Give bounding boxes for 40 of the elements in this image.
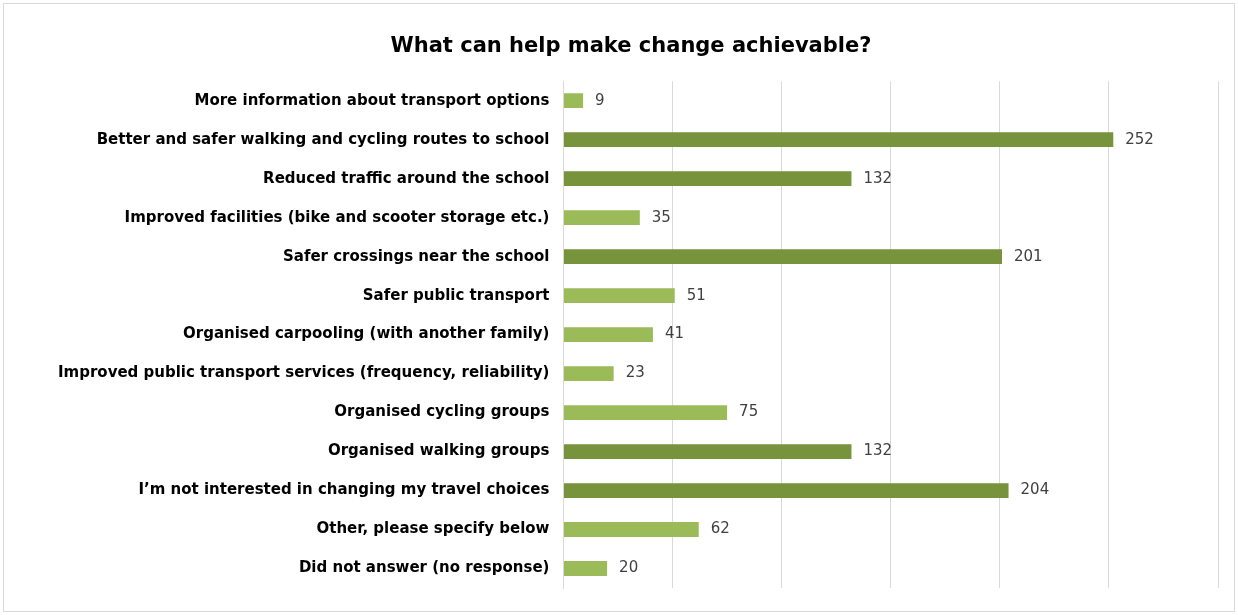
data-label: 51 (686, 285, 706, 304)
y-tick-label: I’m not interested in changing my travel choices (138, 480, 550, 499)
bar (563, 288, 675, 304)
y-tick-label: Reduced traffic around the school (263, 168, 550, 187)
data-label: 252 (1125, 129, 1154, 148)
data-label: 132 (863, 441, 893, 460)
bar (563, 327, 653, 343)
bar (563, 522, 699, 537)
data-label: 9 (595, 90, 605, 109)
bar (563, 93, 584, 109)
y-tick-label: Organised carpooling (with another family) (183, 324, 550, 343)
bar (563, 210, 640, 226)
y-tick-label: Improved public transport services (frequency, reliability) (57, 363, 550, 382)
y-tick-label: Did not answer (no response) (298, 558, 550, 577)
data-label: 62 (710, 519, 730, 538)
y-tick-label: Improved facilities (bike and scooter storage etc.) (124, 207, 550, 226)
y-tick-label: Organised cycling groups (334, 402, 550, 421)
y-tick-label: Organised walking groups (327, 441, 550, 460)
y-tick-label: Better and safer walking and cycling routes to school (96, 129, 550, 148)
bar (563, 249, 1002, 265)
data-label: 204 (1020, 480, 1050, 499)
y-tick-label: Other, please specify below (316, 519, 550, 538)
bar (563, 132, 1114, 148)
bar (563, 444, 852, 459)
data-label: 23 (625, 363, 645, 382)
bar (563, 366, 614, 381)
data-label: 41 (664, 324, 685, 343)
chart-title: What can help make change achievable? (390, 33, 872, 58)
data-label: 35 (651, 207, 671, 226)
y-tick-label: Safer crossings near the school (282, 246, 550, 265)
data-label: 20 (619, 558, 639, 577)
data-label: 201 (1014, 246, 1043, 265)
bar (563, 405, 728, 420)
data-label: 132 (863, 168, 893, 187)
y-tick-label: More information about transport options (194, 90, 550, 109)
bar (563, 561, 608, 576)
bar (563, 171, 852, 187)
data-label: 75 (739, 402, 759, 421)
bar (563, 483, 1009, 498)
y-tick-label: Safer public transport (362, 285, 550, 304)
